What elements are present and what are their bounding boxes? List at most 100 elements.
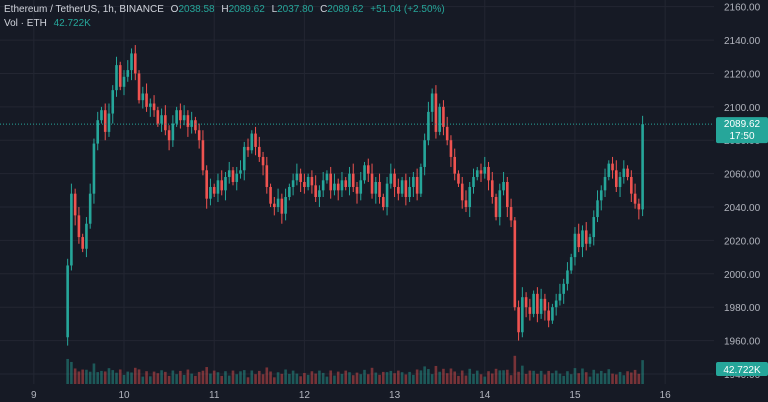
volume-bar — [569, 374, 573, 384]
candle-body — [133, 53, 137, 74]
candle-body — [73, 193, 77, 216]
volume-bar — [599, 370, 603, 384]
candle-body — [490, 180, 494, 198]
volume-bar — [250, 370, 254, 384]
volume-bar — [475, 370, 479, 384]
x-tick-label: 14 — [479, 390, 491, 401]
y-tick-label: 2040.00 — [724, 203, 761, 214]
candle-body — [81, 237, 84, 249]
volume-bar — [581, 368, 584, 384]
volume-bar — [197, 371, 201, 384]
candle-body — [581, 230, 584, 248]
candle-body — [528, 307, 532, 314]
candle-body — [235, 173, 239, 182]
candle-body — [70, 193, 73, 266]
candle-body — [404, 180, 408, 198]
candle-body — [318, 190, 321, 198]
volume-bar — [190, 373, 193, 384]
volume-bar — [340, 373, 344, 384]
candle-body — [622, 168, 626, 177]
candle-body — [303, 181, 306, 187]
candle-body — [212, 186, 216, 194]
close-label: C — [320, 4, 328, 15]
volume-bar — [276, 372, 280, 384]
candle-body — [92, 143, 96, 194]
volume-bar — [194, 375, 197, 384]
volume-bar — [366, 374, 370, 384]
volume-bar — [449, 368, 453, 384]
candle-body — [641, 124, 644, 210]
volume-bar — [246, 377, 250, 384]
low-value: 2037.80 — [277, 4, 314, 15]
candle-body — [630, 176, 633, 194]
volume-bar — [633, 369, 637, 384]
volume-bar — [273, 377, 276, 384]
volume-bar — [73, 368, 77, 384]
volume-bar — [442, 368, 445, 384]
candle-body — [239, 170, 242, 174]
candle-body — [562, 283, 565, 294]
candle-body — [603, 176, 607, 191]
volume-bar — [306, 374, 310, 384]
volume-bar — [415, 369, 419, 384]
candle-body — [502, 181, 505, 191]
volume-bar — [539, 370, 543, 384]
volume-bar — [412, 374, 415, 384]
candle-body — [412, 176, 415, 187]
candle-body — [205, 170, 208, 199]
volume-bar — [239, 371, 242, 384]
y-tick-label: 2060.00 — [724, 170, 761, 181]
volume-bar — [261, 374, 265, 384]
candle-body — [423, 140, 426, 167]
y-tick-label: 2020.00 — [724, 236, 761, 247]
volume-bar — [92, 363, 96, 384]
volume-bar — [220, 375, 224, 384]
candle-body — [539, 298, 543, 314]
volume-bar — [145, 371, 148, 384]
candle-body — [378, 181, 381, 198]
candle-body — [269, 186, 272, 204]
y-tick-label: 1980.00 — [724, 303, 761, 314]
volume-bar — [614, 374, 618, 384]
volume-bar — [205, 367, 208, 384]
candle-body — [509, 207, 513, 221]
candle-body — [532, 293, 535, 314]
candle-body — [77, 215, 81, 238]
candle-body — [359, 180, 363, 194]
candle-body — [536, 293, 539, 314]
price-badge-value: 2089.62 — [724, 119, 761, 130]
high-value: 2089.62 — [228, 4, 265, 15]
candle-body — [393, 173, 396, 187]
volume-bar — [558, 373, 562, 384]
volume-bar — [235, 374, 239, 384]
volume-bar — [487, 371, 490, 384]
volume-bar — [96, 372, 100, 384]
candle-body — [179, 110, 182, 121]
volume-bar — [517, 371, 520, 384]
volume-badge — [716, 362, 768, 376]
volume-bar — [344, 370, 348, 384]
volume-bar — [434, 365, 438, 384]
volume-bar — [423, 366, 426, 384]
candle-body — [149, 103, 152, 107]
candle-body — [385, 183, 389, 208]
candle-body — [130, 53, 133, 71]
x-tick-label: 13 — [389, 390, 401, 401]
candle-body — [257, 146, 261, 157]
candle-body — [521, 297, 524, 333]
volume-bar — [254, 374, 257, 384]
candle-body — [96, 120, 100, 144]
volume-bar — [506, 369, 509, 384]
volume-bar — [630, 372, 633, 384]
candle-body — [88, 193, 92, 224]
candle-body — [599, 190, 603, 201]
volume-bar — [212, 370, 216, 384]
candle-body — [442, 106, 445, 127]
volume-bar — [378, 374, 381, 384]
volume-bar — [551, 373, 554, 384]
candle-body — [231, 170, 235, 182]
candle-body — [626, 168, 629, 177]
price-badge — [716, 117, 768, 144]
